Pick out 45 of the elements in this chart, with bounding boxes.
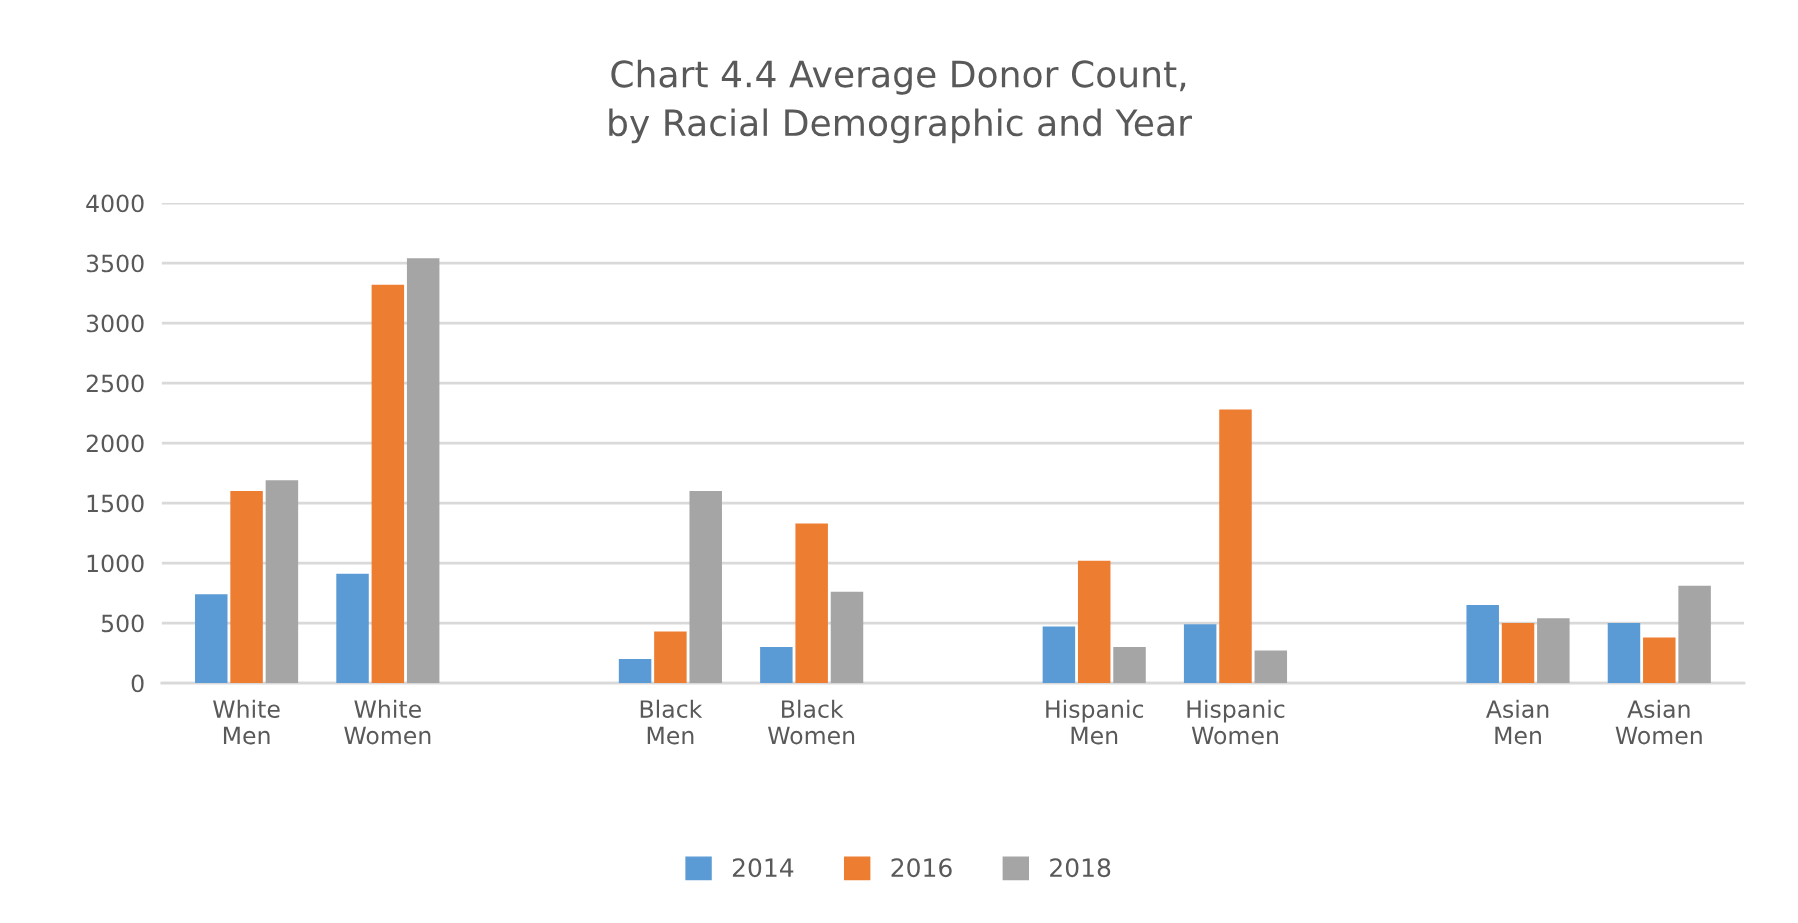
bar	[265, 480, 299, 684]
bar	[1501, 623, 1535, 684]
x-tick-label: Hispanic Women	[1187, 699, 1285, 745]
bar	[195, 594, 228, 684]
bar	[371, 284, 405, 684]
bar	[1042, 626, 1076, 684]
bar	[689, 491, 722, 684]
legend-label: 2014	[732, 858, 794, 878]
x-tick-label: Black Men	[640, 699, 703, 745]
bar	[654, 631, 687, 684]
y-tick-label: 3000	[86, 314, 144, 333]
y-tick-label: 1000	[87, 554, 144, 573]
chart-title: Chart 4.4 Average Donor Count, by Racial Demographic and Year	[609, 59, 1192, 144]
x-tick-label: Hispanic Men	[1046, 699, 1144, 745]
bar	[760, 647, 793, 684]
bar	[1537, 618, 1570, 684]
y-tick-label: 1500	[87, 494, 144, 513]
bar	[1607, 623, 1641, 684]
bar	[230, 491, 263, 684]
y-tick-label: 3500	[86, 254, 144, 273]
bar	[1183, 624, 1217, 684]
x-tick-label: Black Women	[768, 699, 855, 745]
y-tick-label: 2500	[86, 374, 144, 393]
bar	[1113, 647, 1146, 684]
x-tick-label: White Men	[213, 699, 280, 745]
x-tick-label: Asian Women	[1615, 699, 1702, 745]
y-tick-label: 4000	[86, 194, 144, 213]
bar	[1254, 650, 1288, 684]
bar	[830, 591, 864, 684]
bar	[795, 523, 828, 684]
bar	[618, 659, 652, 684]
bar	[1219, 409, 1252, 684]
bar	[1643, 637, 1676, 684]
y-tick-label: 0	[131, 674, 144, 693]
y-tick-label: 500	[101, 614, 144, 633]
y-tick-label: 2000	[86, 434, 144, 453]
x-tick-label: Asian Men	[1485, 699, 1549, 745]
bar	[406, 258, 440, 684]
bar	[336, 573, 369, 684]
bar	[1466, 605, 1499, 684]
legend-label: 2016	[891, 858, 952, 878]
legend-label: 2018	[1050, 858, 1111, 878]
bar	[1678, 585, 1711, 684]
x-tick-label: White Women	[344, 699, 431, 745]
bar	[1077, 560, 1111, 684]
